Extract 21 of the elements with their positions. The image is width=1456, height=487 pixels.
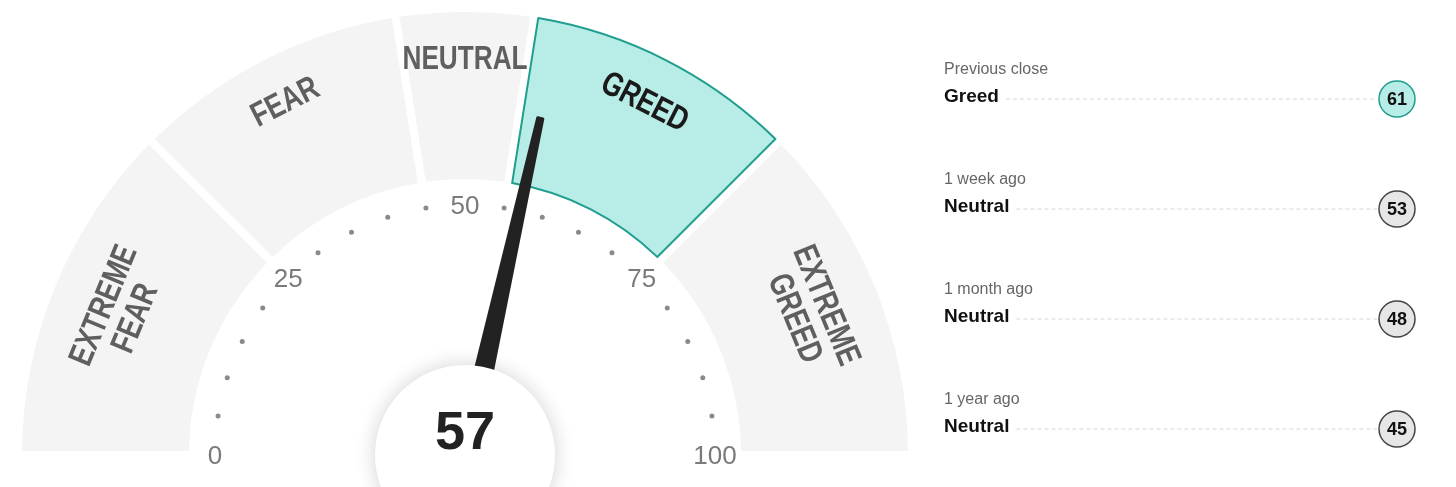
text: Neutral [944,415,1010,436]
text: 25 [273,263,303,294]
slice-label: FEAR [244,67,325,134]
text: 50 [450,190,480,220]
text: 100 [693,440,737,470]
slice-label: NEUTRAL [402,38,528,76]
category-label: 1 year ago [944,390,1020,407]
category-label: 1 month ago [944,280,1034,297]
text: 75 [627,263,657,294]
text: Greed [944,85,999,106]
data-label: 45 [1386,419,1408,439]
data-label: 61 [1386,89,1408,109]
slice-label: GREED [595,62,696,139]
text: Neutral [944,305,1010,326]
text: 57 [434,400,496,460]
text: 0 [207,440,223,470]
data-label: 48 [1386,309,1408,329]
data-label: 53 [1386,199,1408,219]
category-label: Previous close [944,60,1049,77]
category-label: 1 week ago [944,170,1026,187]
text: Neutral [944,195,1010,216]
